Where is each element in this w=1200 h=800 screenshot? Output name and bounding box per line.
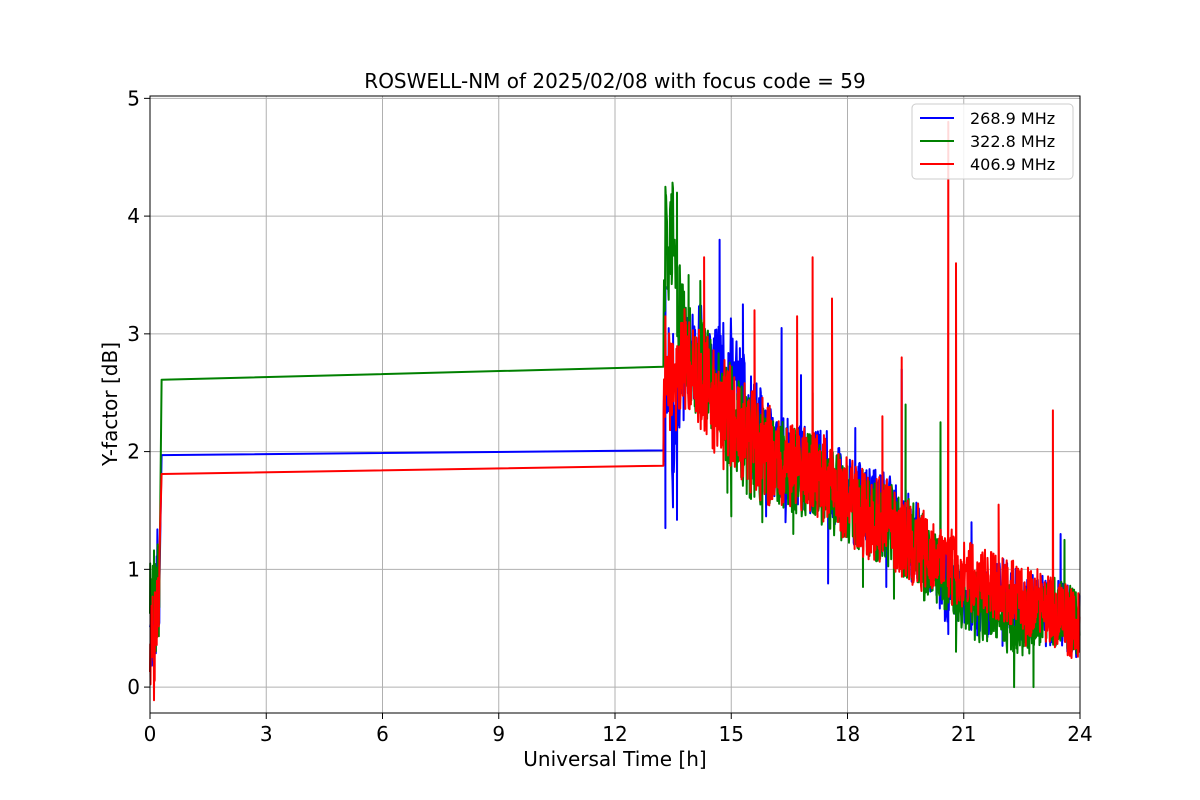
series-line-2: [149, 120, 1081, 702]
y-tick-label: 0: [127, 675, 140, 699]
x-axis: 0 3 6 9 12 15 18 21 24: [144, 713, 1093, 746]
plot-area: [149, 120, 1081, 702]
x-tick-label: 12: [602, 722, 627, 746]
legend-label: 268.9 MHz: [970, 109, 1055, 128]
x-tick-label: 6: [376, 722, 389, 746]
y-tick-label: 2: [127, 440, 140, 464]
x-axis-label: Universal Time [h]: [523, 747, 706, 771]
y-axis: 0 1 2 3 4 5: [127, 86, 150, 699]
legend-box: [911, 103, 1074, 180]
x-tick-label: 18: [835, 722, 860, 746]
y-axis-label: Y-factor [dB]: [98, 342, 122, 467]
chart-title: ROSWELL-NM of 2025/02/08 with focus code…: [364, 69, 865, 93]
y-tick-label: 3: [127, 322, 140, 346]
x-tick-label: 15: [719, 722, 744, 746]
x-tick-label: 24: [1067, 722, 1092, 746]
legend-label: 322.8 MHz: [970, 132, 1055, 151]
y-tick-label: 1: [127, 557, 140, 581]
y-tick-label: 5: [127, 86, 140, 110]
x-tick-label: 0: [144, 722, 157, 746]
x-tick-label: 9: [492, 722, 505, 746]
x-tick-label: 21: [951, 722, 976, 746]
legend: 268.9 MHz 322.8 MHz 406.9 MHz: [911, 103, 1074, 180]
y-tick-label: 4: [127, 204, 140, 228]
legend-label: 406.9 MHz: [970, 155, 1055, 174]
x-tick-label: 3: [260, 722, 273, 746]
